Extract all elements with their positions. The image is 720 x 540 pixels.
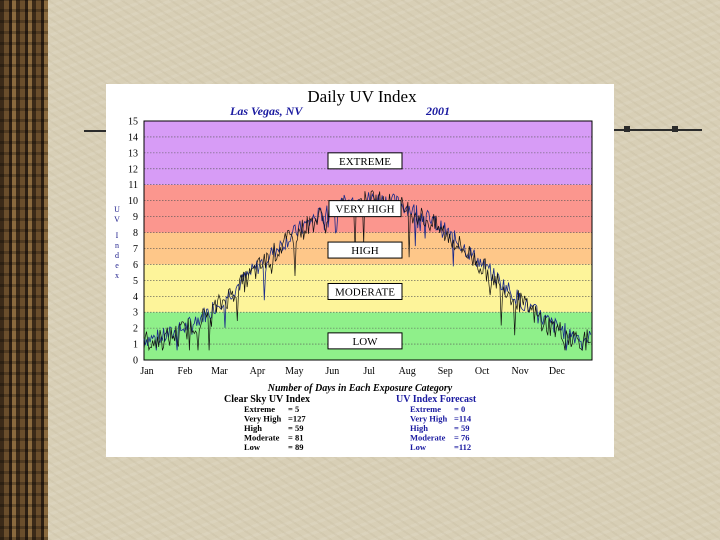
band-label-extreme: EXTREME (339, 156, 391, 168)
series-clear-sky-line (143, 192, 592, 351)
clear-sky-row-value: = 81 (288, 433, 303, 443)
band-label-box (327, 332, 403, 350)
y-tick-label: 13 (128, 148, 138, 159)
y-tick-label: 7 (133, 244, 138, 255)
x-tick-label: Jun (325, 366, 339, 377)
clear-sky-row-value: = 5 (288, 404, 299, 414)
x-tick-label: Feb (178, 366, 193, 377)
band-label-moderate: MODERATE (335, 286, 395, 298)
forecast-row-label: Extreme (410, 404, 441, 414)
forecast-row-value: = 59 (454, 423, 469, 433)
x-tick-label: Aug (399, 366, 416, 377)
band-label-high: HIGH (351, 245, 379, 257)
x-tick-label: Apr (250, 366, 266, 377)
clear-sky-heading: Clear Sky UV Index (224, 394, 310, 405)
forecast-row-label: Moderate (410, 433, 446, 443)
chart-year: 2001 (425, 104, 450, 118)
chart-location: Las Vegas, NV (229, 104, 303, 118)
clear-sky-row-label: High (244, 423, 262, 433)
clear-sky-row-label: Extreme (244, 404, 275, 414)
forecast-row-label: Very High (410, 414, 448, 424)
band-label-very-high: VERY HIGH (335, 204, 394, 216)
y-tick-label: 1 (133, 340, 138, 351)
x-tick-label: May (285, 366, 303, 377)
clear-sky-row-label: Very High (244, 414, 282, 424)
chart-title: Daily UV Index (307, 87, 417, 106)
y-tick-label: 10 (128, 196, 138, 207)
decorative-square (624, 126, 630, 132)
forecast-row-label: Low (410, 442, 427, 452)
band-label-box (327, 152, 403, 170)
x-tick-label: Nov (512, 366, 529, 377)
band-label-box (327, 241, 403, 259)
x-tick-label: Mar (211, 366, 228, 377)
decorative-line-right (614, 129, 702, 131)
wood-texture-strip (0, 0, 48, 540)
clear-sky-row-value: = 59 (288, 423, 303, 433)
clear-sky-row-label: Low (244, 442, 261, 452)
y-tick-label: 8 (133, 228, 138, 239)
x-tick-label: Jul (363, 366, 375, 377)
plot-frame (143, 120, 593, 361)
clear-sky-row-label: Moderate (244, 433, 280, 443)
chart-slide: 0 1 2 3 4 5 6 7 8 9 10 11 12 13 14 15 Jan Feb Mar Apr May Jun… (106, 84, 614, 457)
y-tick-label: 12 (128, 164, 138, 175)
forecast-row-value: =112 (454, 442, 471, 452)
x-tick-label: Dec (549, 366, 566, 377)
clear-sky-row-value: = 89 (288, 442, 303, 452)
forecast-heading: UV Index Forecast (396, 394, 477, 405)
forecast-row-label: High (410, 423, 428, 433)
y-tick-label: 3 (133, 308, 138, 319)
decorative-square (672, 126, 678, 132)
y-tick-label: 14 (128, 132, 138, 143)
y-tick-label: 9 (133, 212, 138, 223)
forecast-row-value: =114 (454, 414, 472, 424)
band-label-box (328, 200, 402, 218)
forecast-row-value: = 0 (454, 404, 465, 414)
clear-sky-row-value: =127 (288, 414, 306, 424)
x-tick-label: Jan (140, 366, 153, 377)
x-tick-label: Sep (438, 366, 453, 377)
band-label-low: LOW (352, 336, 378, 348)
y-tick-label: 4 (133, 292, 138, 303)
y-tick-label: 2 (133, 324, 138, 335)
band-label-box (327, 282, 403, 300)
y-tick-label: 6 (133, 260, 138, 271)
forecast-row-value: = 76 (454, 433, 469, 443)
y-tick-label: 11 (128, 180, 138, 191)
decorative-line-left (84, 130, 106, 132)
y-tick-label: 15 (128, 117, 138, 128)
y-tick-label: 5 (133, 276, 138, 287)
summary-title: Number of Days in Each Exposure Category (267, 383, 453, 394)
x-tick-label: Oct (475, 366, 490, 377)
y-tick-label: 0 (133, 356, 138, 367)
